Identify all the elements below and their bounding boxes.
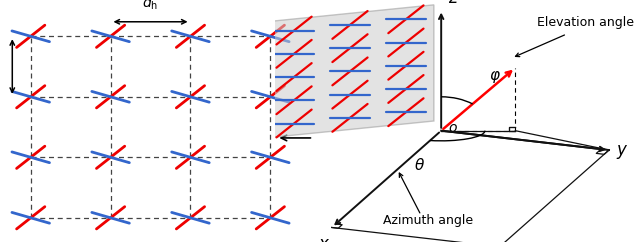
Text: Azimuth angle: Azimuth angle — [383, 214, 474, 227]
Text: z: z — [449, 0, 457, 7]
Text: $\varphi$: $\varphi$ — [488, 69, 500, 85]
Text: x: x — [318, 235, 328, 242]
Text: Elevation angle: Elevation angle — [537, 16, 634, 29]
Text: $\theta$: $\theta$ — [414, 157, 425, 173]
Text: $d_{\rm h}$: $d_{\rm h}$ — [143, 0, 159, 12]
Text: y: y — [616, 141, 626, 159]
Text: o: o — [449, 121, 457, 135]
Polygon shape — [266, 5, 434, 138]
